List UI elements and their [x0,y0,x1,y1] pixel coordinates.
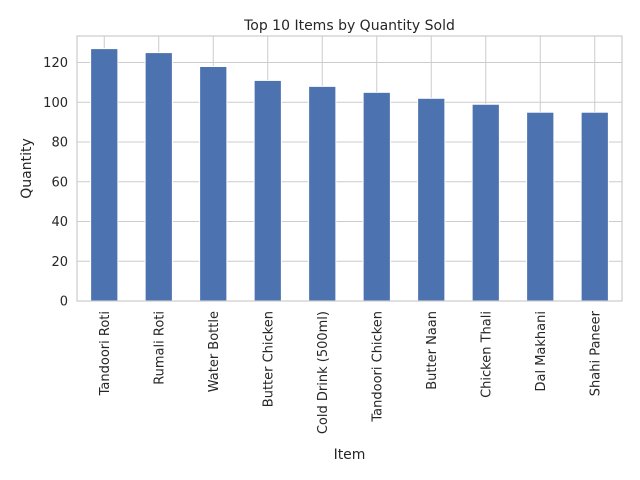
y-tick-label: 60 [51,175,68,190]
bar-chicken-thali [471,103,500,302]
x-tick-label: Dal Makhani [534,311,549,392]
x-tick-label: Butter Naan [425,311,440,390]
bar-butter-naan [417,97,446,302]
y-tick-label: 120 [43,56,68,71]
bar-tandoori-chicken [362,91,391,302]
bar-dal-makhani [526,111,555,302]
bars [90,48,609,302]
y-tick-label: 0 [60,295,68,310]
x-tick-label: Tandoori Chicken [370,311,385,423]
x-tick-label: Rumali Roti [152,311,167,385]
chart-title: Top 10 Items by Quantity Sold [243,18,455,34]
bar-shahi-paneer [580,111,609,302]
x-tick-label: Shahi Paneer [588,310,603,396]
y-tick-labels: 0 20 40 60 80 100 120 [43,56,68,309]
y-tick-label: 80 [51,136,68,151]
x-tick-label: Butter Chicken [261,311,276,407]
x-axis-label: Item [334,447,366,463]
bar-rumali-roti [144,52,173,302]
y-tick-label: 40 [51,215,68,230]
y-axis-label: Quantity [19,138,35,199]
x-tick-label: Cold Drink (500ml) [316,311,331,434]
plot-frame [76,35,623,302]
bar-cold-drink-500ml [308,85,337,302]
x-tick-label: Chicken Thali [479,311,494,398]
y-tick-label: 100 [43,96,68,111]
bar-tandoori-roti [90,48,119,302]
x-tick-labels: Tandoori Roti Rumali Roti Water Bottle Butt… [98,310,604,434]
bar-butter-chicken [253,79,282,302]
bar-water-bottle [199,66,228,302]
y-tick-label: 20 [51,255,68,270]
x-tick-label: Water Bottle [207,311,222,392]
x-tick-label: Tandoori Roti [98,311,113,396]
